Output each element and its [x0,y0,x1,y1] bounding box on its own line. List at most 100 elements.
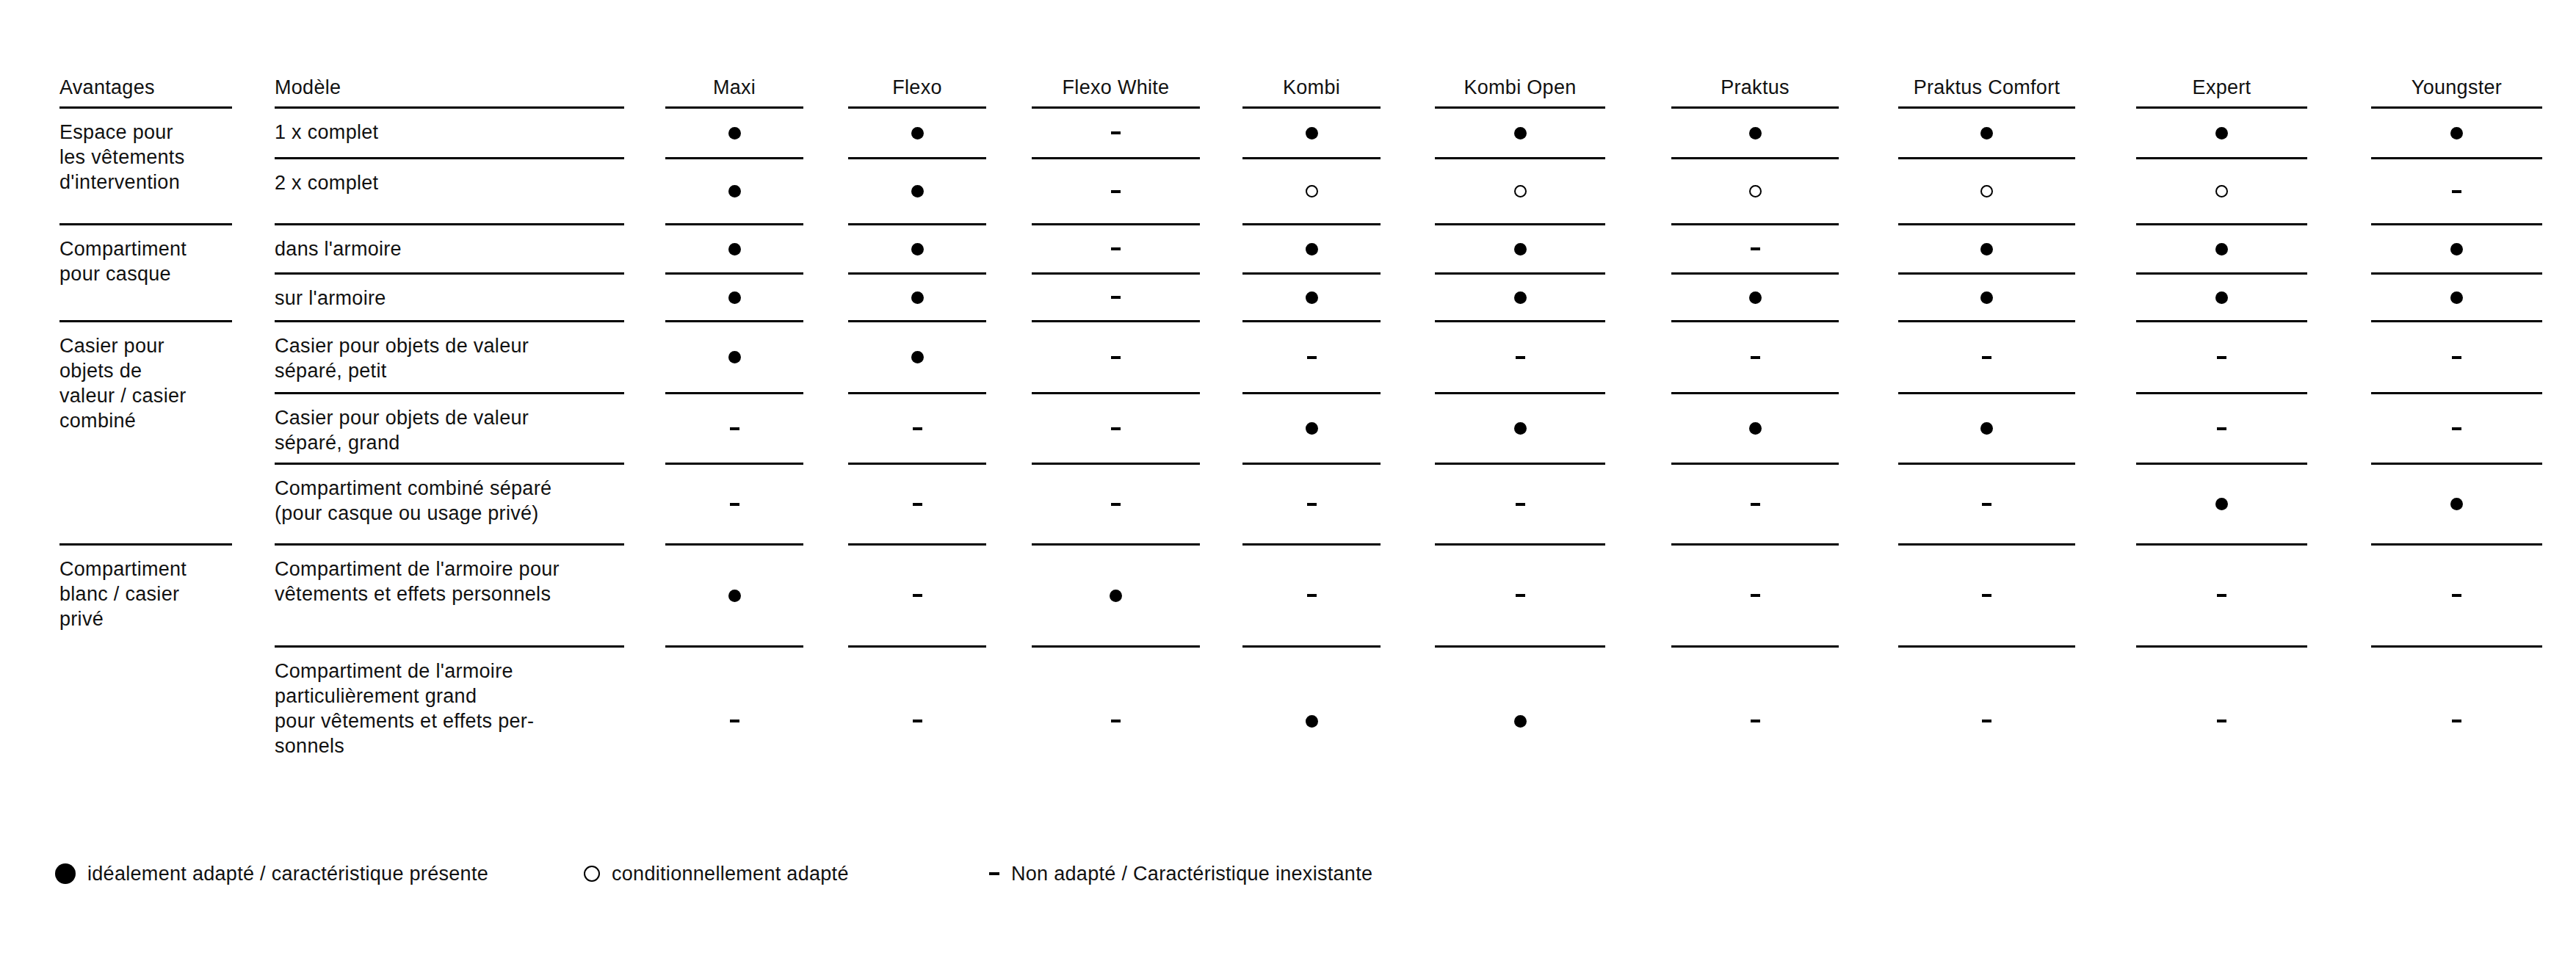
dash-symbol-icon [913,427,922,430]
column-header-maxi: Maxi [665,73,803,109]
table-cell-dash [2136,322,2307,394]
table-cell-dash [2136,546,2307,648]
column-header-youngster: Youngster [2371,73,2542,109]
table-cell-filled [1435,394,1605,465]
table-cell-filled [665,546,803,648]
table-cell-filled [1242,394,1381,465]
table-cell-dash [848,465,986,546]
feature-label: Compartiment combiné séparé (pour casque… [275,465,624,546]
filled-symbol-icon [728,291,741,304]
dash-symbol-icon [1111,131,1121,134]
table-cell-filled [1435,225,1605,275]
dash-symbol-icon [913,720,922,722]
table-cell-filled [1671,109,1839,159]
table-cell-dash [1671,546,1839,648]
dash-symbol-icon [1307,356,1317,359]
filled-symbol-icon [911,127,924,139]
feature-label: Compartiment de l'armoire particulièreme… [275,648,624,794]
table-cell-filled [1671,275,1839,322]
filled-symbol-icon [1980,127,1993,139]
filled-symbol-icon [1980,243,1993,256]
filled-symbol-icon [1514,243,1527,256]
dash-symbol-icon [730,720,739,722]
feature-label: Compartiment de l'armoire pour vêtements… [275,546,624,648]
filled-symbol-icon [2215,127,2228,139]
filled-symbol-icon [1306,422,1318,435]
table-cell-dash [1435,322,1605,394]
legend-item-conditional: conditionnellement adapté [584,852,849,896]
table-cell-dash [2136,394,2307,465]
table-cell-dash [1032,465,1200,546]
filled-symbol-icon [1110,590,1122,602]
filled-symbol-icon [2450,291,2463,304]
table-cell-dash [848,546,986,648]
filled-symbol-icon [728,243,741,256]
table-cell-dash [848,394,986,465]
column-header-flexo-white: Flexo White [1032,73,1200,109]
table-cell-filled [1671,394,1839,465]
dash-symbol-icon [1111,720,1121,722]
filled-symbol-icon [1514,715,1527,728]
dash-symbol-icon [2217,720,2226,722]
table-cell-dash [1898,465,2075,546]
comparison-table: Avantages Modèle MaxiFlexoFlexo WhiteKom… [59,73,2542,794]
filled-symbol-icon [728,185,741,198]
legend-label-conditional: conditionnellement adapté [612,863,849,885]
dash-symbol-icon [1751,356,1760,359]
table-cell-filled [665,159,803,225]
table-cell-filled [1435,648,1605,794]
dash-symbol-icon [2452,427,2461,430]
table-cell-dash [1898,648,2075,794]
feature-label: 1 x complet [275,109,624,159]
legend-item-not-suitable: Non adapté / Caractéristique inexistante [989,852,1372,896]
filled-symbol-icon [911,291,924,304]
dash-icon [989,872,999,875]
column-header-expert: Expert [2136,73,2307,109]
table-cell-dash [1435,465,1605,546]
dash-symbol-icon [1751,720,1760,722]
filled-symbol-icon [1980,422,1993,435]
column-header-flexo: Flexo [848,73,986,109]
filled-symbol-icon [1749,291,1762,304]
table-cell-dash [1898,546,2075,648]
table-cell-dash [2371,394,2542,465]
table-cell-filled [665,275,803,322]
dash-symbol-icon [1307,503,1317,506]
table-cell-dash [1898,322,2075,394]
table-cell-dash [665,648,803,794]
filled-symbol-icon [1980,291,1993,304]
filled-symbol-icon [1749,422,1762,435]
table-cell-dash [1032,225,1200,275]
dash-symbol-icon [1111,356,1121,359]
filled-symbol-icon [911,243,924,256]
dash-symbol-icon [1111,503,1121,506]
filled-symbol-icon [2215,498,2228,510]
table-cell-dash [665,394,803,465]
table-cell-filled [2136,275,2307,322]
outline-symbol-icon [1306,185,1318,198]
dash-symbol-icon [1307,594,1317,597]
advantage-label: Espace pour les vêtements d'intervention [59,109,232,225]
advantage-label: Compartiment pour casque [59,225,232,322]
table-cell-dash [1032,394,1200,465]
dash-symbol-icon [1516,503,1525,506]
dash-symbol-icon [1751,503,1760,506]
table-cell-outline [2136,159,2307,225]
legend-item-ideal: idéalement adapté / caractéristique prés… [55,852,488,896]
table-cell-filled [1898,394,2075,465]
advantage-label: Casier pour objets de valeur / casier co… [59,322,232,546]
table-cell-outline [1435,159,1605,225]
table-cell-dash [1671,225,1839,275]
filled-circle-icon [55,863,76,884]
table-cell-filled [1435,109,1605,159]
page-root: Avantages Modèle MaxiFlexoFlexo WhiteKom… [0,0,2576,953]
dash-symbol-icon [1982,356,1991,359]
dash-symbol-icon [1111,247,1121,250]
table-cell-dash [848,648,986,794]
table-cell-dash [1032,322,1200,394]
column-header-praktus: Praktus [1671,73,1839,109]
table-cell-dash [2371,159,2542,225]
filled-symbol-icon [728,590,741,602]
feature-label: Casier pour objets de valeur séparé, pet… [275,322,624,394]
table-cell-filled [2136,109,2307,159]
